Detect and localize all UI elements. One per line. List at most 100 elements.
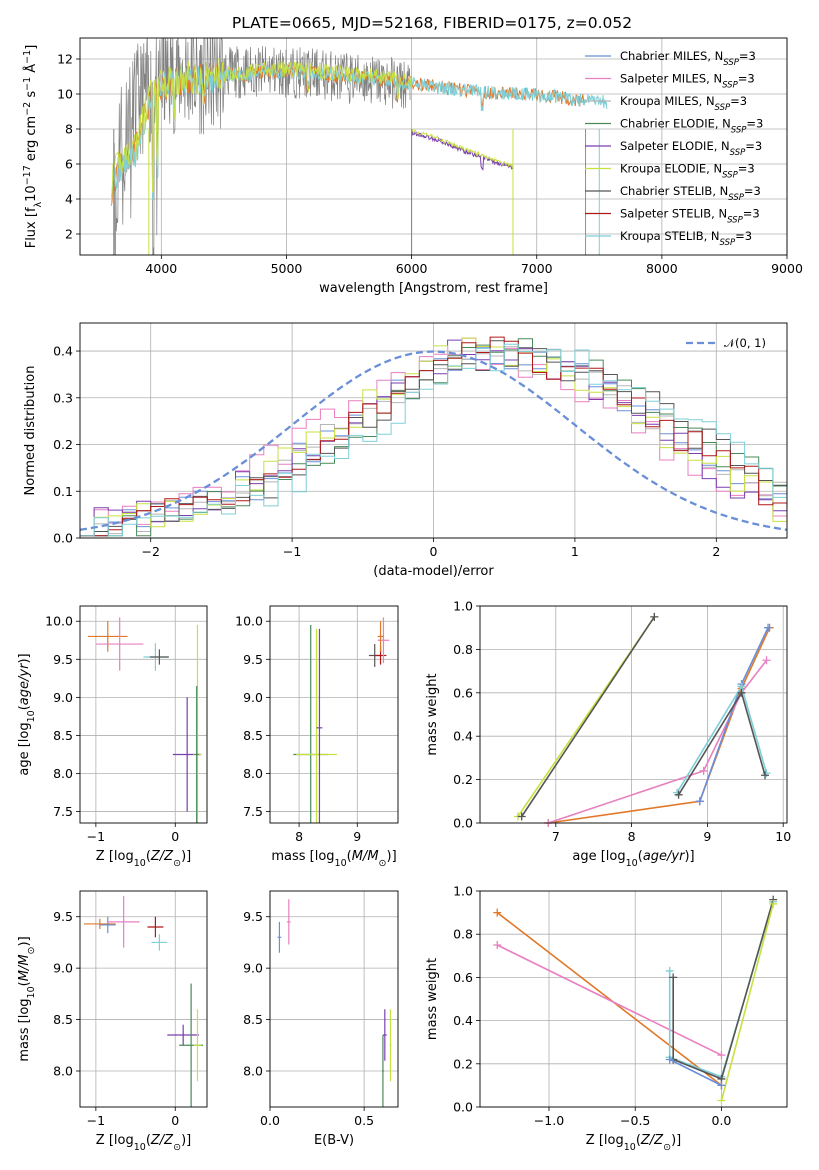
y-tick-label: 8.5 <box>53 1012 73 1027</box>
error-bars <box>83 896 204 1107</box>
x-axis-label: (data-model)/error <box>373 564 494 579</box>
error-bars <box>87 617 202 823</box>
z-weight-panel: −1.0 −0.5 0.0 0.0 0.2 0.4 0.6 0.8 1.0 Z [log10(Z/… <box>425 884 788 1153</box>
axes-frame <box>479 605 788 824</box>
weight-marker <box>650 612 659 621</box>
axes-frame <box>79 605 208 824</box>
x-tick-label: −1 <box>283 544 301 559</box>
spectrum-lines <box>110 38 608 255</box>
x-tick-label: −0.5 <box>620 1113 650 1128</box>
y-axis-label: mass [log10(M/M⊙)] <box>17 936 37 1061</box>
y-tick-label: 4 <box>65 192 73 207</box>
weight-marker <box>665 1055 674 1064</box>
x-tick-label: 8 <box>295 829 303 844</box>
x-tick-label: −2 <box>141 544 159 559</box>
y-tick-label: 8.5 <box>243 1012 263 1027</box>
x-tick-label: 9000 <box>771 261 803 276</box>
y-tick-label: 0.0 <box>453 816 473 831</box>
y-tick-label: 0.1 <box>53 484 73 499</box>
weight-marker <box>769 899 778 908</box>
y-tick-label: 7.5 <box>243 804 263 819</box>
weight-series-line <box>496 911 722 1087</box>
y-tick-label: 0.0 <box>453 1100 473 1115</box>
histogram-series <box>80 347 787 537</box>
weight-marker <box>717 1051 726 1060</box>
y-tick-label: 9.5 <box>243 909 263 924</box>
x-tick-label: 0.5 <box>354 1113 374 1128</box>
weight-lines <box>513 612 774 827</box>
y-tick-label: 9.0 <box>243 690 263 705</box>
legend-label: Chabrier STELIB, NSSP=3 <box>620 184 761 203</box>
x-tick-label: 9 <box>353 829 361 844</box>
y-axis-label: mass weight <box>425 958 440 1040</box>
y-tick-label: 9.0 <box>243 961 263 976</box>
y-tick-label: 8.5 <box>243 728 263 743</box>
y-tick-label: 2 <box>65 227 73 242</box>
legend-label: Kroupa ELODIE, NSSP=3 <box>620 162 755 181</box>
x-tick-label: 0 <box>171 1113 179 1128</box>
histogram-series <box>80 346 787 537</box>
y-tick-label: 10 <box>57 87 73 102</box>
x-tick-label: 7 <box>552 829 560 844</box>
y-tick-label: 8.5 <box>53 728 73 743</box>
y-axis-label: mass weight <box>425 673 440 755</box>
spectrum-legend: Chabrier MILES, NSSP=3 Salpeter MILES, NS… <box>585 49 763 248</box>
weight-marker <box>764 623 773 632</box>
x-axis-label: Z [log10(Z/Z⊙)] <box>96 849 191 869</box>
y-tick-label: 8.0 <box>53 766 73 781</box>
axes-frame <box>269 605 399 824</box>
y-tick-label: 8.0 <box>243 766 263 781</box>
y-tick-label: 0.4 <box>53 344 73 359</box>
error-bars <box>277 899 392 1107</box>
axes-frame <box>269 890 399 1108</box>
weight-series-line <box>496 944 722 1056</box>
y-tick-label: 7.5 <box>53 804 73 819</box>
y-tick-label: 0.6 <box>453 970 473 985</box>
legend-label: 𝒩(0, 1) <box>724 336 766 350</box>
x-axis-label: Z [log10(Z/Z⊙)] <box>586 1133 681 1153</box>
histogram-series <box>80 337 787 537</box>
y-tick-label: 10.0 <box>45 614 73 629</box>
x-tick-label: 0 <box>171 829 179 844</box>
weight-marker <box>493 941 502 949</box>
y-tick-label: 8.0 <box>243 1064 263 1079</box>
y-tick-label: 0.8 <box>453 642 473 657</box>
weight-series-line <box>672 899 774 1080</box>
model-spectrum-line <box>110 57 412 205</box>
weight-marker <box>669 973 678 982</box>
axes-frame <box>479 890 788 1108</box>
figure-title: PLATE=0665, MJD=52168, FIBERID=0175, z=0… <box>232 14 632 32</box>
axes-frame <box>79 890 208 1108</box>
legend-label: Kroupa MILES, NSSP=3 <box>620 94 747 113</box>
y-tick-label: 6 <box>65 157 73 172</box>
weight-marker <box>717 1096 726 1105</box>
histogram-steps <box>80 336 787 537</box>
weight-marker <box>695 797 704 806</box>
weight-series-line <box>547 659 768 824</box>
weight-series-line <box>720 903 774 1101</box>
histogram-series <box>80 337 787 537</box>
age-weight-panel: 7 8 9 10 0.0 0.2 0.4 0.6 0.8 1.0 age [log10(age/yr… <box>425 599 791 869</box>
legend-label: Chabrier MILES, NSSP=3 <box>620 49 756 68</box>
axes-frame <box>79 37 788 256</box>
y-tick-label: 9.0 <box>53 961 73 976</box>
legend-label: Salpeter ELODIE, NSSP=3 <box>620 139 762 158</box>
y-axis-label: age [log10(age/yr)] <box>17 653 37 775</box>
x-tick-label: 10 <box>775 829 791 844</box>
y-tick-label: 0.2 <box>53 437 73 452</box>
x-tick-label: 8000 <box>646 261 678 276</box>
x-axis-label: E(B-V) <box>314 1133 354 1148</box>
x-tick-label: 0.0 <box>712 1113 732 1128</box>
y-tick-label: 8 <box>65 122 73 137</box>
x-axis-label: Z [log10(Z/Z⊙)] <box>96 1133 191 1153</box>
legend-label: Salpeter MILES, NSSP=3 <box>620 72 755 91</box>
y-tick-label: 9.5 <box>53 652 73 667</box>
histogram-series <box>80 343 787 537</box>
mass-age-panel: 8 9 7.5 8.0 8.5 9.0 9.5 10.0 mass [log10(M/M⊙)] <box>235 605 399 869</box>
ebv-mass-panel: 0.0 0.5 8.0 8.5 9.0 9.5 E(B-V) <box>243 890 399 1148</box>
weight-series-line <box>669 1058 722 1087</box>
residual-histogram-panel: −2 −1 0 1 2 0.0 0.1 0.2 0.3 0.4 (data-model)/error… <box>23 322 788 579</box>
x-axis-label: wavelength [Angstrom, rest frame] <box>319 281 548 296</box>
y-tick-label: 8.0 <box>53 1064 73 1079</box>
